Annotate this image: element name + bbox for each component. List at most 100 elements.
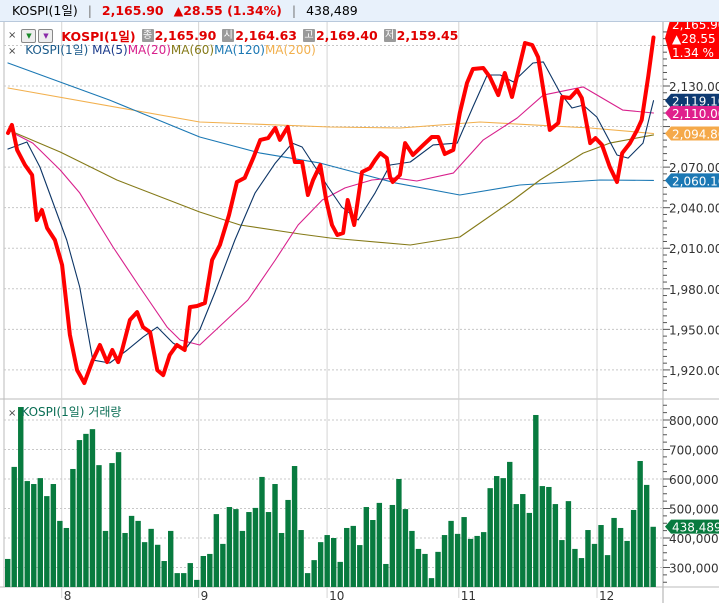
volume-bar bbox=[298, 530, 304, 587]
ma200-tag: 2,094.86 bbox=[665, 126, 719, 142]
ma120-tag-text: 2,060.16 bbox=[672, 174, 719, 188]
volume-bar bbox=[265, 512, 272, 587]
volume-bar bbox=[415, 548, 422, 587]
volume-tick-label: 500,000 bbox=[669, 503, 719, 517]
volume-bar bbox=[141, 542, 148, 587]
volume-value: 438,489 bbox=[306, 3, 358, 18]
price-tick-label: 2,130.00 bbox=[669, 80, 719, 94]
ma20-label[interactable]: MA(20) bbox=[127, 43, 171, 57]
ma200-tag-bg bbox=[665, 126, 719, 141]
last-price-tag: 2,165.90▲28.551.34 % bbox=[665, 17, 719, 60]
volume-bar bbox=[57, 520, 63, 587]
volume-tick-label: 700,000 bbox=[669, 444, 719, 458]
volume-tick-label: 800,000 bbox=[669, 414, 719, 428]
date-tick-label: 9 bbox=[201, 589, 209, 603]
price-tick-label: 1,980.00 bbox=[669, 283, 719, 297]
volume-bar bbox=[643, 484, 650, 587]
volume-bar bbox=[585, 530, 591, 587]
volume-bar bbox=[317, 542, 324, 587]
ma5-tag-text: 2,119.10 bbox=[672, 95, 719, 109]
volume-bar bbox=[650, 526, 656, 587]
volume-bar bbox=[441, 535, 448, 587]
price-change: ▲28.55 (1.34%) bbox=[173, 3, 282, 18]
volume-bar bbox=[291, 466, 298, 587]
volume-bar bbox=[480, 532, 487, 587]
volume-bar bbox=[200, 555, 206, 587]
low-value: 2,159.45 bbox=[396, 28, 459, 43]
date-tick-label: 10 bbox=[329, 589, 344, 603]
current-price: 2,165.90 bbox=[101, 3, 164, 18]
close-badge: 종 bbox=[141, 29, 154, 42]
volume-bar bbox=[474, 535, 480, 587]
separator: | bbox=[291, 3, 297, 18]
volume-bar bbox=[278, 532, 285, 587]
close-icon[interactable]: × bbox=[8, 408, 17, 419]
volume-tick-label: 600,000 bbox=[669, 473, 719, 487]
volume-bar bbox=[311, 560, 317, 587]
volume-bar bbox=[363, 507, 369, 587]
volume-tick-label: 400,000 bbox=[669, 532, 719, 546]
date-tick-label: 12 bbox=[599, 589, 614, 603]
volume-tag-bg bbox=[665, 519, 719, 534]
volume-bar bbox=[370, 520, 376, 587]
close-icon[interactable]: × bbox=[8, 30, 17, 41]
volume-bar bbox=[161, 561, 167, 587]
volume-bar bbox=[115, 452, 122, 587]
volume-bar bbox=[572, 548, 578, 587]
volume-bar bbox=[513, 504, 519, 587]
ma5-label[interactable]: MA(5) bbox=[92, 43, 128, 57]
right-axis[interactable]: 8 9 10 11 12 2,130.00 2,070.00 2,040.00 2,010.00… bbox=[64, 31, 719, 603]
volume-bar bbox=[181, 573, 187, 587]
volume-bar bbox=[546, 486, 552, 587]
price-tick-label: 1,950.00 bbox=[669, 323, 719, 337]
ma120-tag: 2,060.16 bbox=[665, 173, 719, 188]
separator: | bbox=[87, 3, 92, 18]
high-value: 2,169.40 bbox=[315, 28, 378, 43]
chevron-down-icon[interactable]: ▼ bbox=[38, 28, 54, 43]
ma20-line bbox=[12, 86, 655, 346]
ma120-line bbox=[7, 62, 655, 196]
volume-bar bbox=[233, 509, 239, 587]
volume-bar bbox=[89, 429, 96, 587]
volume-bar bbox=[246, 512, 252, 587]
ma60-label[interactable]: MA(60) bbox=[170, 43, 215, 57]
last-price-tag-text: ▲28.55 bbox=[672, 32, 716, 46]
price-line bbox=[6, 35, 656, 385]
ma-legend: × KOSPI(1일) MA(5)MA(20)MA(60)MA(120)MA(2… bbox=[8, 41, 316, 58]
volume-bar bbox=[324, 535, 330, 587]
volume-bar bbox=[109, 463, 115, 587]
volume-bar bbox=[83, 433, 89, 587]
volume-bar bbox=[344, 527, 350, 587]
date-tick-label: 8 bbox=[64, 589, 72, 603]
volume-bar bbox=[18, 407, 24, 587]
volume-bar bbox=[409, 530, 415, 587]
ma120-label[interactable]: MA(120) bbox=[214, 43, 265, 57]
volume-bar bbox=[331, 538, 337, 587]
ma200-label[interactable]: MA(200) bbox=[264, 43, 316, 57]
symbol-label: KOSPI(1일) bbox=[12, 3, 78, 18]
close-icon[interactable]: × bbox=[8, 46, 17, 57]
volume-bar bbox=[422, 553, 428, 587]
ma20-tag-bg bbox=[665, 106, 719, 121]
volume-bar bbox=[428, 578, 435, 587]
volume-bar bbox=[96, 465, 102, 587]
volume-tick-label: 300,000 bbox=[669, 562, 719, 576]
volume-bar bbox=[168, 530, 174, 587]
volume-bar bbox=[102, 530, 109, 587]
volume-bar bbox=[637, 461, 643, 587]
volume-bar bbox=[220, 543, 226, 587]
title-bar: KOSPI(1일) | 2,165.90 ▲28.55 (1.34%) | 43… bbox=[0, 0, 719, 22]
volume-bar bbox=[252, 507, 259, 587]
grid-lines bbox=[0, 22, 719, 603]
volume-bar bbox=[154, 544, 161, 587]
volume-legend-label: KOSPI(1일) 거래량 bbox=[21, 405, 122, 419]
volume-bar bbox=[630, 509, 637, 587]
price-tick-label: 2,040.00 bbox=[669, 202, 719, 216]
volume-bar bbox=[44, 496, 50, 587]
chevron-down-icon[interactable]: ▼ bbox=[21, 28, 37, 43]
volume-bar bbox=[461, 517, 467, 587]
volume-bar bbox=[174, 573, 180, 587]
volume-bar bbox=[598, 525, 604, 587]
volume-bar bbox=[285, 499, 291, 587]
